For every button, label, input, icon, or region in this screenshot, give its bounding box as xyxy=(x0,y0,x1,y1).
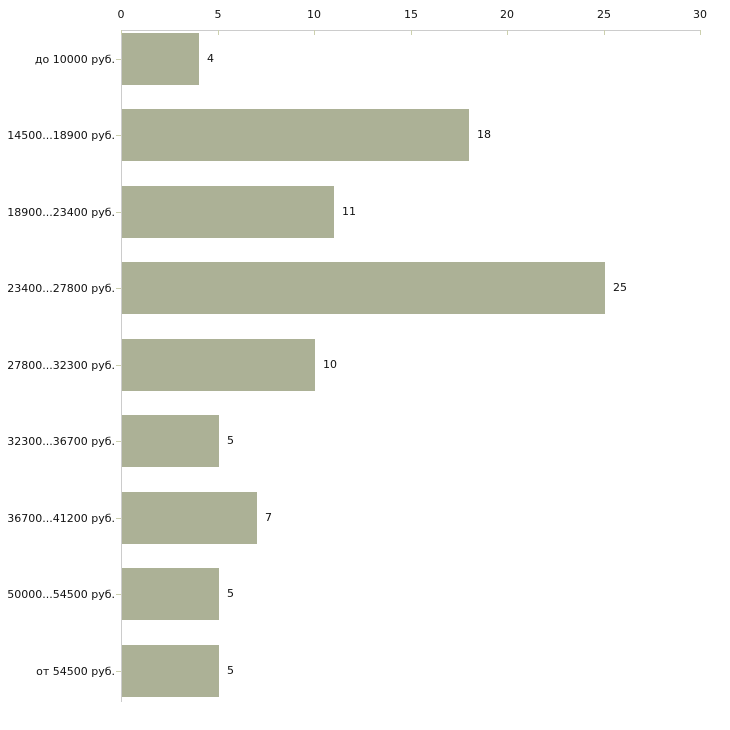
category-label: до 10000 руб. xyxy=(34,53,115,66)
category-label: 14500...18900 руб. xyxy=(7,129,115,142)
bar-value-label: 5 xyxy=(227,664,234,677)
x-tick-label: 0 xyxy=(117,8,125,21)
category-label: 18900...23400 руб. xyxy=(7,206,115,219)
bar-value-label: 10 xyxy=(323,358,337,371)
category-label: 36700...41200 руб. xyxy=(7,512,115,525)
x-tick-mark xyxy=(314,30,315,35)
x-tick-mark xyxy=(700,30,701,35)
y-tick-mark xyxy=(116,288,121,289)
x-tick-label: 5 xyxy=(214,8,222,21)
x-axis-line xyxy=(121,30,700,31)
y-tick-mark xyxy=(116,671,121,672)
bar xyxy=(122,109,469,161)
y-tick-mark xyxy=(116,135,121,136)
category-label: 50000...54500 руб. xyxy=(7,588,115,601)
bar-value-label: 5 xyxy=(227,587,234,600)
y-axis-line xyxy=(121,30,122,702)
bar xyxy=(122,339,315,391)
bar-value-label: 7 xyxy=(265,511,272,524)
x-tick-label: 20 xyxy=(500,8,514,21)
bar xyxy=(122,33,199,85)
x-tick-mark xyxy=(604,30,605,35)
bar xyxy=(122,415,219,467)
x-tick-label: 10 xyxy=(307,8,321,21)
x-tick-label: 30 xyxy=(693,8,707,21)
bar-value-label: 4 xyxy=(207,52,214,65)
bar-value-label: 5 xyxy=(227,434,234,447)
bar xyxy=(122,492,257,544)
x-tick-label: 25 xyxy=(597,8,611,21)
category-label: от 54500 руб. xyxy=(36,665,115,678)
bar-value-label: 18 xyxy=(477,128,491,141)
x-tick-mark xyxy=(411,30,412,35)
bar xyxy=(122,262,605,314)
y-tick-mark xyxy=(116,518,121,519)
y-tick-mark xyxy=(116,594,121,595)
bar-value-label: 25 xyxy=(613,281,627,294)
x-tick-mark xyxy=(507,30,508,35)
y-tick-mark xyxy=(116,365,121,366)
x-tick-mark xyxy=(121,30,122,35)
x-tick-label: 15 xyxy=(404,8,418,21)
bar-value-label: 11 xyxy=(342,205,356,218)
category-label: 27800...32300 руб. xyxy=(7,359,115,372)
y-tick-mark xyxy=(116,441,121,442)
x-tick-mark xyxy=(218,30,219,35)
bar xyxy=(122,186,334,238)
bar xyxy=(122,568,219,620)
category-label: 23400...27800 руб. xyxy=(7,282,115,295)
y-tick-mark xyxy=(116,212,121,213)
bar xyxy=(122,645,219,697)
y-tick-mark xyxy=(116,59,121,60)
category-label: 32300...36700 руб. xyxy=(7,435,115,448)
